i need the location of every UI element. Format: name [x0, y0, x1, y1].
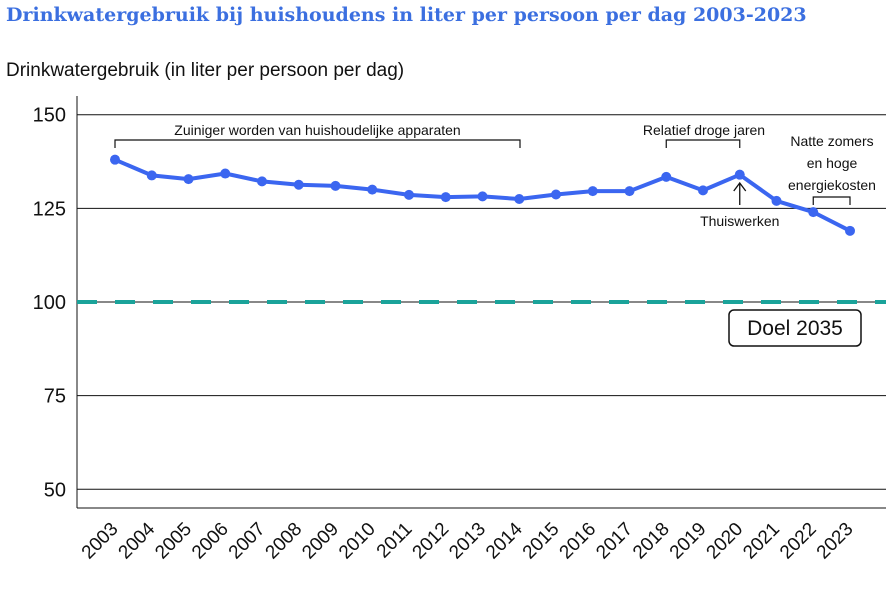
x-tick-label: 2012	[409, 519, 454, 564]
x-tick-label: 2020	[703, 519, 748, 564]
target-label-box	[728, 309, 862, 347]
data-point-2004	[146, 170, 157, 181]
x-tick-label: 2014	[482, 518, 527, 563]
data-point-2011	[404, 189, 414, 200]
bracket-apparaten	[114, 139, 521, 148]
chart-title: Drinkwatergebruik bij huishoudens in lit…	[6, 4, 807, 26]
y-tick-label: 150	[33, 105, 66, 127]
data-point-2020	[734, 169, 745, 180]
arrow-thuiswerken	[733, 181, 747, 205]
x-tick-label: 2016	[556, 519, 601, 564]
y-tick-label: 50	[44, 479, 66, 501]
data-point-2016	[587, 186, 598, 197]
x-tick-label: 2007	[225, 519, 270, 564]
annotation-natte-zomers-line: energiekosten	[788, 177, 876, 193]
data-point-2017	[624, 186, 635, 197]
data-points	[110, 154, 855, 236]
data-point-2007	[257, 176, 267, 187]
annotation-natte-zomers-line: en hoge	[807, 155, 858, 171]
annotation-thuiswerken: Thuiswerken	[700, 213, 779, 229]
data-point-2003	[110, 154, 120, 165]
y-axis-label: Drinkwatergebruik (in liter per persoon …	[6, 60, 405, 81]
x-tick-label: 2018	[629, 519, 674, 564]
annotation-droge-jaren: Relatief droge jaren	[643, 122, 765, 138]
data-point-2014	[514, 194, 525, 204]
x-tick-label: 2008	[262, 519, 307, 564]
y-tick-label: 75	[44, 386, 66, 408]
x-tick-label: 2023	[813, 519, 858, 564]
x-tick-labels: 2003200420052006200720082009201020112012…	[78, 518, 858, 563]
x-tick-label: 2006	[188, 519, 233, 564]
data-point-2009	[330, 180, 341, 191]
x-tick-label: 2015	[519, 519, 564, 564]
y-tick-label: 125	[33, 198, 66, 220]
data-point-2021	[771, 195, 782, 206]
data-point-2005	[183, 174, 194, 185]
x-tick-label: 2013	[445, 519, 490, 564]
x-tick-label: 2019	[666, 519, 711, 564]
x-tick-label: 2003	[78, 519, 123, 564]
x-tick-label: 2017	[592, 519, 637, 564]
data-point-2022	[808, 207, 819, 218]
x-tick-label: 2021	[739, 519, 784, 564]
data-point-2023	[845, 225, 855, 236]
target-line-group: Doel 2035	[77, 300, 886, 347]
data-point-2008	[293, 179, 304, 190]
annotations: Zuiniger worden van huishoudelijke appar…	[114, 122, 876, 229]
x-tick-label: 2011	[373, 519, 417, 563]
bracket-natte-zomers	[812, 196, 851, 205]
x-tick-label: 2022	[776, 519, 821, 564]
data-point-2019	[698, 185, 708, 196]
annotation-apparaten: Zuiniger worden van huishoudelijke appar…	[174, 122, 460, 138]
target-label: Doel 2035	[747, 317, 843, 340]
y-tick-label: 100	[33, 292, 66, 314]
gridlines	[77, 114, 886, 509]
data-point-2010	[367, 184, 378, 195]
y-tick-labels: 50 75 100 125 150	[33, 105, 66, 502]
x-tick-label: 2005	[151, 519, 196, 564]
data-point-2015	[551, 189, 561, 200]
x-tick-label: 2009	[298, 519, 343, 564]
data-point-2013	[477, 191, 488, 202]
x-tick-label: 2004	[115, 518, 160, 563]
data-point-2018	[661, 171, 672, 182]
annotation-natte-zomers-line: Natte zomers	[790, 133, 873, 149]
bracket-droge-jaren	[665, 139, 741, 148]
data-point-2006	[220, 168, 231, 179]
data-point-2012	[440, 192, 451, 203]
x-tick-label: 2010	[335, 519, 380, 564]
